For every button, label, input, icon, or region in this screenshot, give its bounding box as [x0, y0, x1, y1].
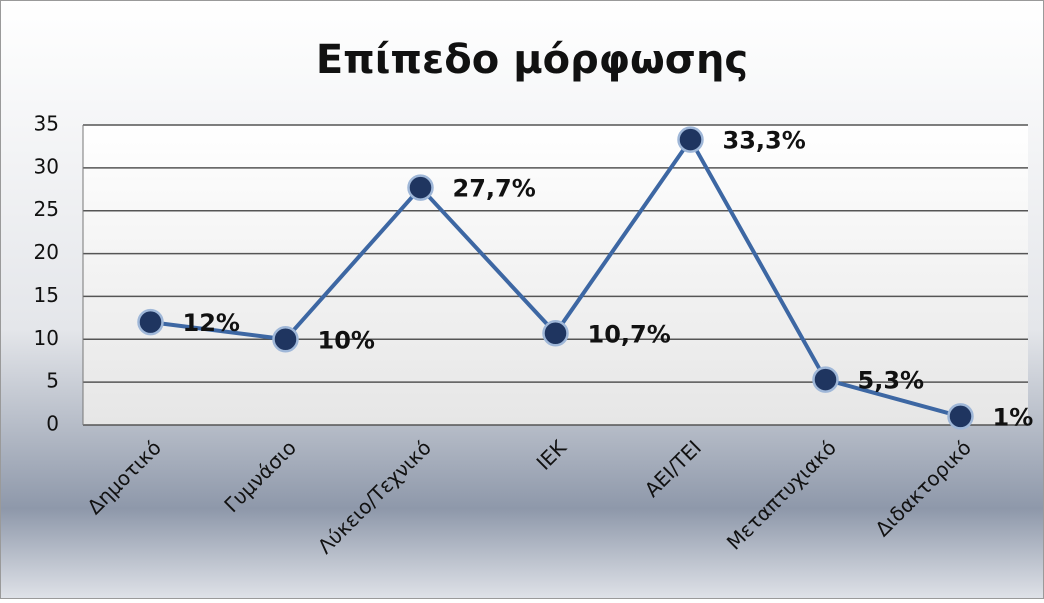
y-tick-label: 0 — [46, 412, 59, 436]
data-label: 27,7% — [453, 175, 536, 203]
marker — [137, 308, 164, 336]
y-tick-label: 25 — [34, 197, 59, 221]
y-tick-label: 35 — [34, 112, 59, 136]
y-tick-label: 20 — [34, 240, 59, 264]
marker — [947, 403, 974, 430]
marker — [272, 326, 299, 353]
marker — [677, 126, 704, 153]
y-tick-label: 15 — [34, 283, 59, 307]
marker — [542, 320, 569, 347]
y-tick-label: 10 — [34, 326, 59, 350]
marker — [407, 174, 434, 201]
data-label: 33,3% — [723, 127, 806, 155]
data-label: 10,7% — [588, 320, 671, 348]
data-label: 1% — [993, 403, 1034, 431]
data-label: 5,3% — [858, 367, 925, 395]
plot-area — [83, 125, 1028, 425]
data-label: 10% — [318, 326, 375, 354]
marker — [812, 366, 839, 393]
y-tick-label: 5 — [46, 369, 59, 393]
y-tick-label: 30 — [34, 154, 59, 178]
chart-title: Επίπεδο μόρφωσης — [316, 37, 748, 83]
data-label: 12% — [183, 309, 240, 337]
